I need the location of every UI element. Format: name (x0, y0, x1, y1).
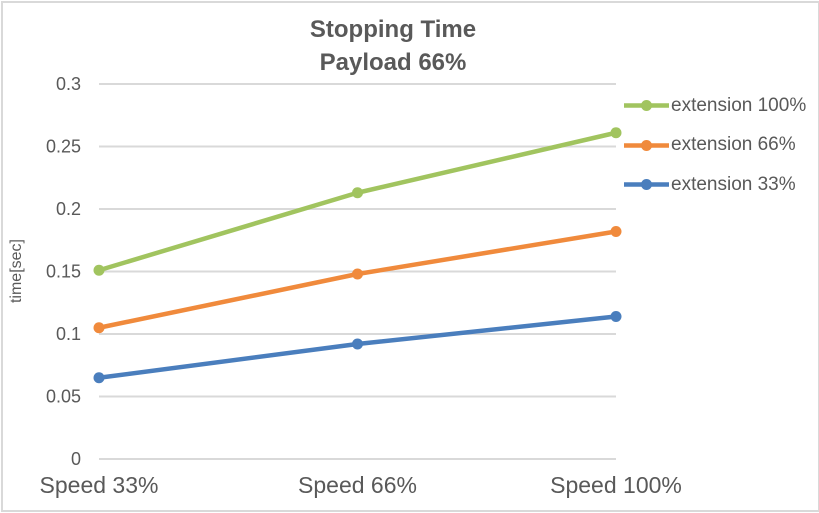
data-point-marker-icon (352, 187, 363, 199)
legend-label: extension 66% (671, 134, 796, 156)
x-tick-label: Speed 33% (40, 472, 159, 498)
x-tick-label: Speed 100% (550, 472, 682, 498)
y-tick-label: 0.1 (56, 324, 81, 344)
legend-label: extension 100% (671, 94, 807, 116)
series-line (96, 130, 619, 273)
y-tick-label: 0.15 (46, 262, 81, 282)
chart-title: Stopping Time (309, 16, 477, 43)
data-point-marker-icon (352, 268, 363, 280)
chart-subtitle: Payload 66% (319, 49, 467, 76)
data-point-marker-icon (93, 322, 105, 334)
data-point-marker-icon (352, 338, 363, 350)
legend-label: extension 33% (671, 173, 796, 195)
legend-item: extension 66% (623, 126, 806, 166)
legend-item: extension 100% (623, 86, 806, 126)
data-point-marker-icon (610, 311, 622, 322)
legend-marker-icon (624, 100, 669, 112)
data-point-marker-icon (93, 372, 105, 384)
data-point-marker-icon (610, 226, 622, 237)
y-tick-label: 0 (71, 449, 81, 469)
y-tick-label: 0.25 (46, 137, 81, 157)
y-tick-label: 0.3 (56, 74, 81, 94)
plot-area: 0 0.05 0.1 0.15 0.2 0.25 0.3 Speed 33% Speed 66%… (40, 74, 682, 498)
x-tick-label: Speed 66% (298, 472, 417, 498)
legend-marker-icon (624, 179, 669, 191)
y-tick-label: 0.2 (56, 199, 81, 219)
data-point-marker-icon (93, 264, 105, 276)
legend: extension 100% extension 66% extension 33% (623, 86, 806, 205)
data-point-marker-icon (610, 127, 622, 139)
y-tick-label: 0.05 (46, 387, 81, 407)
legend-item: extension 33% (623, 165, 806, 205)
chart-title-block: Stopping Time Payload 66% (3, 13, 783, 79)
legend-marker-icon (624, 139, 669, 151)
